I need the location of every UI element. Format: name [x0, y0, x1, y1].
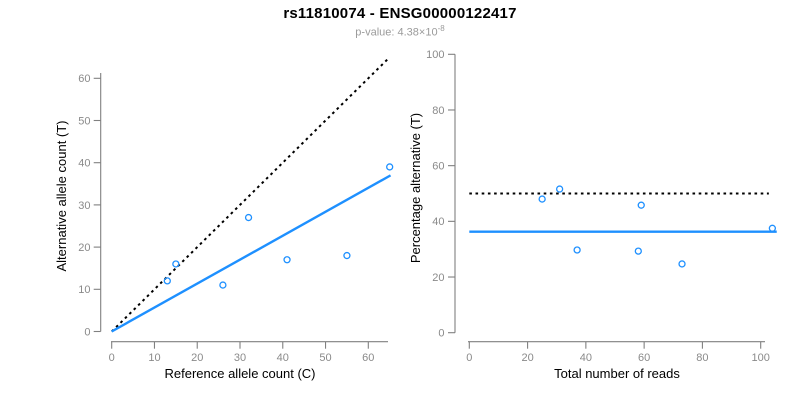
plot-right: 0 20 40 60 80 100 0 20 40 60 80 100 Total number of …: [408, 49, 777, 381]
data-point: [219, 281, 227, 289]
y-tick-label: 20: [432, 272, 444, 284]
data-point: [637, 201, 645, 209]
plot-left: 0 10 20 30 40 50 60 0 10 20 30 40 50 60 Reference alle…: [54, 57, 394, 381]
x-tick-label: 40: [580, 352, 592, 364]
x-tick-label: 80: [696, 352, 708, 364]
pvalue-text: p-value: 4.38×10: [355, 26, 438, 39]
data-point: [768, 224, 777, 232]
x-tick-label: 100: [752, 352, 770, 364]
y-tick-label: 40: [78, 158, 90, 170]
y-tick-label: 0: [438, 328, 444, 340]
figure-title: rs11810074 - ENSG00000122417: [283, 5, 517, 22]
data-point: [555, 185, 564, 193]
data-point: [343, 251, 351, 260]
y-axis-title: Alternative allele count (T): [54, 120, 69, 271]
y-tick-label: 80: [432, 105, 444, 117]
x-tick-label: 60: [638, 352, 650, 364]
x-axis-title: Reference allele count (C): [164, 366, 315, 381]
x-tick-label: 30: [234, 352, 246, 364]
y-tick-label: 10: [78, 284, 90, 296]
data-point: [244, 213, 253, 222]
y-tick-label: 40: [432, 216, 444, 228]
x-tick-label: 10: [148, 352, 160, 364]
data-point: [678, 260, 686, 268]
x-tick-label: 20: [521, 352, 533, 364]
pvalue-exponent: -8: [437, 24, 445, 33]
y-tick-label: 60: [432, 161, 444, 173]
data-point: [386, 163, 394, 171]
x-tick-label: 0: [109, 352, 115, 364]
x-tick-label: 50: [319, 352, 331, 364]
x-tick-label: 20: [191, 352, 203, 364]
identity-line: [110, 57, 390, 333]
data-point: [172, 260, 180, 268]
y-tick-label: 0: [84, 326, 90, 338]
data-point: [163, 277, 171, 285]
y-tick-label: 50: [78, 115, 90, 127]
y-tick-label: 30: [78, 200, 90, 212]
x-tick-label: 60: [362, 352, 374, 364]
data-point: [573, 246, 581, 254]
y-tick-label: 100: [426, 49, 444, 61]
y-tick-label: 60: [78, 73, 90, 85]
x-axis-title: Total number of reads: [554, 366, 680, 381]
y-tick-label: 20: [78, 242, 90, 254]
data-point: [283, 256, 291, 264]
data-point: [538, 195, 546, 203]
x-tick-label: 0: [466, 352, 472, 364]
x-tick-label: 40: [277, 352, 289, 364]
data-point: [634, 247, 642, 255]
fit-line: [111, 174, 392, 333]
figure-subtitle: p-value: 4.38×10-8: [0, 24, 800, 39]
y-axis-title: Percentage alternative (T): [408, 113, 423, 263]
